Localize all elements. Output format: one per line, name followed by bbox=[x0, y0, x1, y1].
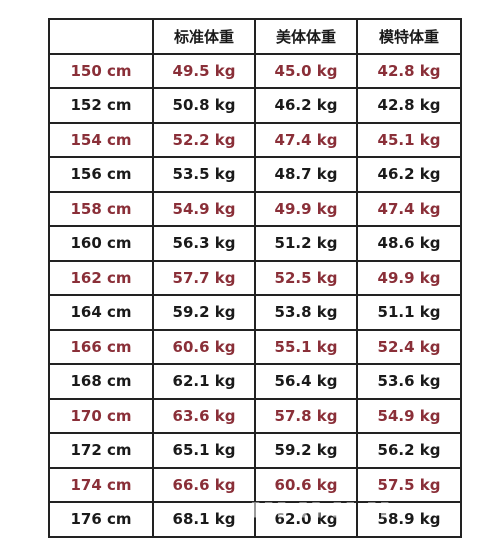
model-weight-cell: 56.2 kg bbox=[356, 432, 462, 469]
weight-table: 标准体重 美体体重 模特体重 150 cm 49.5 kg 45.0 kg 42.8 … bbox=[48, 18, 462, 538]
height-cell: 166 cm bbox=[48, 328, 154, 365]
weight-table-container: 标准体重 美体体重 模特体重 150 cm 49.5 kg 45.0 kg 42.8 … bbox=[48, 18, 462, 538]
table-row: 170 cm 63.6 kg 57.8 kg 54.9 kg bbox=[48, 397, 462, 434]
standard-weight-cell: 66.6 kg bbox=[152, 466, 256, 503]
model-weight-cell: 49.9 kg bbox=[356, 259, 462, 296]
table-row: 168 cm 62.1 kg 56.4 kg 53.6 kg bbox=[48, 363, 462, 400]
standard-weight-cell: 56.3 kg bbox=[152, 225, 256, 262]
standard-weight-cell: 60.6 kg bbox=[152, 328, 256, 365]
beauty-weight-cell: 53.8 kg bbox=[254, 294, 358, 331]
table-row: 162 cm 57.7 kg 52.5 kg 49.9 kg bbox=[48, 259, 462, 296]
height-cell: 170 cm bbox=[48, 397, 154, 434]
model-weight-cell: 58.9 kg bbox=[356, 501, 462, 538]
header-cell-height bbox=[48, 18, 154, 55]
header-cell-beauty-weight: 美体体重 bbox=[254, 18, 358, 55]
model-weight-cell: 54.9 kg bbox=[356, 397, 462, 434]
table-row: 154 cm 52.2 kg 47.4 kg 45.1 kg bbox=[48, 121, 462, 158]
standard-weight-cell: 62.1 kg bbox=[152, 363, 256, 400]
table-row: 158 cm 54.9 kg 49.9 kg 47.4 kg bbox=[48, 190, 462, 227]
standard-weight-cell: 50.8 kg bbox=[152, 87, 256, 124]
table-row: 176 cm 68.1 kg 62.0 kg 58.9 kg bbox=[48, 501, 462, 538]
standard-weight-cell: 68.1 kg bbox=[152, 501, 256, 538]
header-cell-model-weight: 模特体重 bbox=[356, 18, 462, 55]
height-cell: 150 cm bbox=[48, 52, 154, 89]
standard-weight-cell: 63.6 kg bbox=[152, 397, 256, 434]
header-row: 标准体重 美体体重 模特体重 bbox=[48, 18, 462, 55]
header-cell-standard-weight: 标准体重 bbox=[152, 18, 256, 55]
height-cell: 156 cm bbox=[48, 156, 154, 193]
table-row: 150 cm 49.5 kg 45.0 kg 42.8 kg bbox=[48, 52, 462, 89]
standard-weight-cell: 59.2 kg bbox=[152, 294, 256, 331]
standard-weight-cell: 52.2 kg bbox=[152, 121, 256, 158]
model-weight-cell: 42.8 kg bbox=[356, 52, 462, 89]
height-cell: 154 cm bbox=[48, 121, 154, 158]
height-cell: 158 cm bbox=[48, 190, 154, 227]
model-weight-cell: 57.5 kg bbox=[356, 466, 462, 503]
model-weight-cell: 53.6 kg bbox=[356, 363, 462, 400]
beauty-weight-cell: 48.7 kg bbox=[254, 156, 358, 193]
beauty-weight-cell: 45.0 kg bbox=[254, 52, 358, 89]
standard-weight-cell: 54.9 kg bbox=[152, 190, 256, 227]
standard-weight-cell: 57.7 kg bbox=[152, 259, 256, 296]
model-weight-cell: 47.4 kg bbox=[356, 190, 462, 227]
height-cell: 174 cm bbox=[48, 466, 154, 503]
model-weight-cell: 51.1 kg bbox=[356, 294, 462, 331]
beauty-weight-cell: 47.4 kg bbox=[254, 121, 358, 158]
table-row: 172 cm 65.1 kg 59.2 kg 56.2 kg bbox=[48, 432, 462, 469]
beauty-weight-cell: 56.4 kg bbox=[254, 363, 358, 400]
beauty-weight-cell: 57.8 kg bbox=[254, 397, 358, 434]
height-cell: 168 cm bbox=[48, 363, 154, 400]
standard-weight-cell: 53.5 kg bbox=[152, 156, 256, 193]
beauty-weight-cell: 62.0 kg bbox=[254, 501, 358, 538]
beauty-weight-cell: 49.9 kg bbox=[254, 190, 358, 227]
height-cell: 160 cm bbox=[48, 225, 154, 262]
table-row: 166 cm 60.6 kg 55.1 kg 52.4 kg bbox=[48, 328, 462, 365]
beauty-weight-cell: 52.5 kg bbox=[254, 259, 358, 296]
height-cell: 162 cm bbox=[48, 259, 154, 296]
beauty-weight-cell: 51.2 kg bbox=[254, 225, 358, 262]
beauty-weight-cell: 55.1 kg bbox=[254, 328, 358, 365]
table-body: 150 cm 49.5 kg 45.0 kg 42.8 kg 152 cm 50.8 kg… bbox=[48, 52, 462, 538]
standard-weight-cell: 49.5 kg bbox=[152, 52, 256, 89]
table-row: 174 cm 66.6 kg 60.6 kg 57.5 kg bbox=[48, 466, 462, 503]
model-weight-cell: 46.2 kg bbox=[356, 156, 462, 193]
table-row: 152 cm 50.8 kg 46.2 kg 42.8 kg bbox=[48, 87, 462, 124]
model-weight-cell: 48.6 kg bbox=[356, 225, 462, 262]
beauty-weight-cell: 46.2 kg bbox=[254, 87, 358, 124]
beauty-weight-cell: 60.6 kg bbox=[254, 466, 358, 503]
standard-weight-cell: 65.1 kg bbox=[152, 432, 256, 469]
height-cell: 152 cm bbox=[48, 87, 154, 124]
table-row: 164 cm 59.2 kg 53.8 kg 51.1 kg bbox=[48, 294, 462, 331]
model-weight-cell: 45.1 kg bbox=[356, 121, 462, 158]
table-row: 160 cm 56.3 kg 51.2 kg 48.6 kg bbox=[48, 225, 462, 262]
model-weight-cell: 42.8 kg bbox=[356, 87, 462, 124]
height-cell: 164 cm bbox=[48, 294, 154, 331]
beauty-weight-cell: 59.2 kg bbox=[254, 432, 358, 469]
height-cell: 176 cm bbox=[48, 501, 154, 538]
height-cell: 172 cm bbox=[48, 432, 154, 469]
model-weight-cell: 52.4 kg bbox=[356, 328, 462, 365]
table-row: 156 cm 53.5 kg 48.7 kg 46.2 kg bbox=[48, 156, 462, 193]
